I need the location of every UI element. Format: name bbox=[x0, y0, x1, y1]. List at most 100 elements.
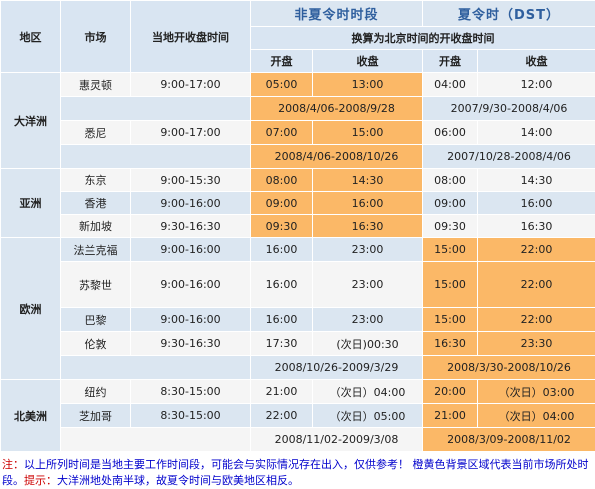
blank-cell bbox=[60, 427, 251, 452]
std-close: 23:00 bbox=[311, 307, 424, 332]
market-name: 东京 bbox=[60, 168, 131, 192]
table-row: 2008/10/26-2009/3/29 2008/3/30-2008/10/2… bbox=[1, 355, 595, 380]
dst-open: 20:00 bbox=[422, 379, 479, 404]
std-period: 2008/4/06-2008/9/28 bbox=[249, 96, 424, 121]
legend-text: 橙黄色背景区域代表当前市场所处时段。 bbox=[2, 458, 589, 487]
table-row: 新加坡 9:30-16:30 09:30 16:30 09:30 16:30 bbox=[1, 214, 595, 238]
market-name: 纽约 bbox=[60, 379, 131, 404]
dst-close: 14:30 bbox=[477, 168, 595, 192]
dst-open: 16:30 bbox=[422, 331, 479, 356]
market-name: 香港 bbox=[60, 191, 131, 215]
table-row: 芝加哥 8:30-15:00 22:00 （次日）05:00 21:00 （次日… bbox=[1, 403, 595, 428]
header-non-dst: 非夏令时时段 bbox=[249, 0, 424, 27]
std-close: （次日）05:00 bbox=[311, 403, 424, 428]
dst-close: 16:30 bbox=[477, 214, 595, 238]
dst-close: 16:00 bbox=[477, 191, 595, 215]
dst-close: 23:30 bbox=[477, 331, 595, 356]
dst-close: 12:00 bbox=[477, 72, 595, 97]
table-row: 巴黎 9:00-16:00 16:00 23:00 15:00 22:00 bbox=[1, 307, 595, 332]
std-close: 14:30 bbox=[311, 168, 424, 192]
local-hours: 9:00-16:00 bbox=[130, 237, 251, 262]
table-row: 北美洲 纽约 8:30-15:00 21:00 （次日）04:00 20:00 … bbox=[0, 379, 595, 452]
local-hours: 8:30-15:00 bbox=[130, 403, 251, 428]
dst-open: 15:00 bbox=[422, 237, 479, 262]
dst-open: 06:00 bbox=[422, 120, 479, 145]
hint-text: 大洋洲地处南半球，故夏令时间与欧美地区相反。 bbox=[57, 474, 299, 487]
table-row: 2008/4/06-2008/9/28 2007/9/30-2008/4/06 bbox=[1, 96, 595, 121]
dst-period: 2008/3/09-2008/11/02 bbox=[422, 427, 595, 452]
std-close: 15:00 bbox=[311, 120, 424, 145]
market-name: 芝加哥 bbox=[60, 403, 131, 428]
market-name: 巴黎 bbox=[60, 307, 131, 332]
std-open: 17:30 bbox=[250, 331, 313, 356]
note-text: 以上所列时间是当地主要工作时间段，可能会与实际情况存在出入，仅供参考！ bbox=[24, 458, 409, 471]
dst-open: 09:00 bbox=[422, 191, 479, 215]
dst-close: 22:00 bbox=[477, 237, 595, 262]
region-europe: 欧洲 bbox=[0, 237, 61, 380]
std-open: 09:30 bbox=[250, 214, 313, 238]
std-close: 23:00 bbox=[311, 261, 424, 308]
local-hours: 9:00-16:00 bbox=[130, 261, 251, 308]
blank-cell bbox=[60, 355, 251, 380]
dst-open: 15:00 bbox=[422, 261, 479, 308]
std-open: 16:00 bbox=[250, 261, 313, 308]
table-row: 亚洲 东京 9:00-15:30 08:00 14:30 08:00 14:30 bbox=[0, 168, 595, 238]
std-close: (次日)00:30 bbox=[311, 331, 424, 356]
market-hours-table: 地区 市场 当地开收盘时间 非夏令时时段 夏令时（DST） 换算为北京时间的开收… bbox=[0, 0, 595, 452]
market-name: 法兰克福 bbox=[60, 237, 131, 262]
std-open: 21:00 bbox=[250, 379, 313, 404]
header-local-hours: 当地开收盘时间 bbox=[130, 0, 251, 73]
dst-open: 21:00 bbox=[422, 403, 479, 428]
local-hours: 9:30-16:30 bbox=[130, 331, 251, 356]
local-hours: 9:00-16:00 bbox=[130, 191, 251, 215]
header-beijing-subtitle: 换算为北京时间的开收盘时间 bbox=[249, 26, 595, 50]
market-name: 苏黎世 bbox=[60, 261, 131, 308]
std-close: 16:30 bbox=[311, 214, 424, 238]
dst-open: 04:00 bbox=[422, 72, 479, 97]
dst-close: 22:00 bbox=[477, 307, 595, 332]
table-row: 苏黎世 9:00-16:00 16:00 23:00 15:00 22:00 bbox=[1, 261, 595, 308]
header-dst-open: 开盘 bbox=[422, 49, 479, 73]
region-asia: 亚洲 bbox=[0, 168, 61, 238]
hint-label: 提示： bbox=[24, 474, 57, 487]
dst-period: 2007/10/28-2008/4/06 bbox=[422, 144, 595, 169]
blank-cell bbox=[60, 144, 251, 169]
table-row: 大洋洲 惠灵顿 9:00-17:00 05:00 13:00 04:00 12:… bbox=[0, 72, 595, 169]
std-open: 08:00 bbox=[250, 168, 313, 192]
std-close: （次日）04:00 bbox=[311, 379, 424, 404]
dst-close: （次日）03:00 bbox=[477, 379, 595, 404]
header-std-close: 收盘 bbox=[311, 49, 424, 73]
local-hours: 9:00-17:00 bbox=[130, 120, 251, 145]
header-region: 地区 bbox=[0, 0, 61, 73]
local-hours: 9:00-17:00 bbox=[130, 72, 251, 97]
std-close: 23:00 bbox=[311, 237, 424, 262]
table-row: 香港 9:00-16:00 09:00 16:00 09:00 16:00 bbox=[1, 191, 595, 215]
std-period: 2008/4/06-2008/10/26 bbox=[249, 144, 424, 169]
dst-close: （次日）04:00 bbox=[477, 403, 595, 428]
table-row: 2008/11/02-2009/3/08 2008/3/09-2008/11/0… bbox=[1, 427, 595, 452]
std-period: 2008/11/02-2009/3/08 bbox=[249, 427, 424, 452]
table-row: 伦敦 9:30-16:30 17:30 (次日)00:30 16:30 23:3… bbox=[1, 331, 595, 356]
local-hours: 9:30-16:30 bbox=[130, 214, 251, 238]
std-open: 07:00 bbox=[250, 120, 313, 145]
std-open: 16:00 bbox=[250, 237, 313, 262]
footnote: 注：以上所列时间是当地主要工作时间段，可能会与实际情况存在出入，仅供参考！ 橙黄… bbox=[2, 457, 594, 489]
local-hours: 9:00-16:00 bbox=[130, 307, 251, 332]
local-hours: 8:30-15:00 bbox=[130, 379, 251, 404]
std-close: 13:00 bbox=[311, 72, 424, 97]
note-label: 注： bbox=[2, 458, 24, 471]
dst-open: 09:30 bbox=[422, 214, 479, 238]
local-hours: 9:00-15:30 bbox=[130, 168, 251, 192]
header-dst: 夏令时（DST） bbox=[422, 0, 595, 27]
std-period: 2008/10/26-2009/3/29 bbox=[249, 355, 424, 380]
table-row: 2008/4/06-2008/10/26 2007/10/28-2008/4/0… bbox=[1, 144, 595, 169]
blank-cell bbox=[60, 96, 251, 121]
std-open: 09:00 bbox=[250, 191, 313, 215]
header-std-open: 开盘 bbox=[250, 49, 313, 73]
dst-period: 2007/9/30-2008/4/06 bbox=[422, 96, 595, 121]
table-row: 欧洲 法兰克福 9:00-16:00 16:00 23:00 15:00 22:… bbox=[0, 237, 595, 380]
std-open: 22:00 bbox=[250, 403, 313, 428]
std-close: 16:00 bbox=[311, 191, 424, 215]
market-name: 伦敦 bbox=[60, 331, 131, 356]
std-open: 16:00 bbox=[250, 307, 313, 332]
